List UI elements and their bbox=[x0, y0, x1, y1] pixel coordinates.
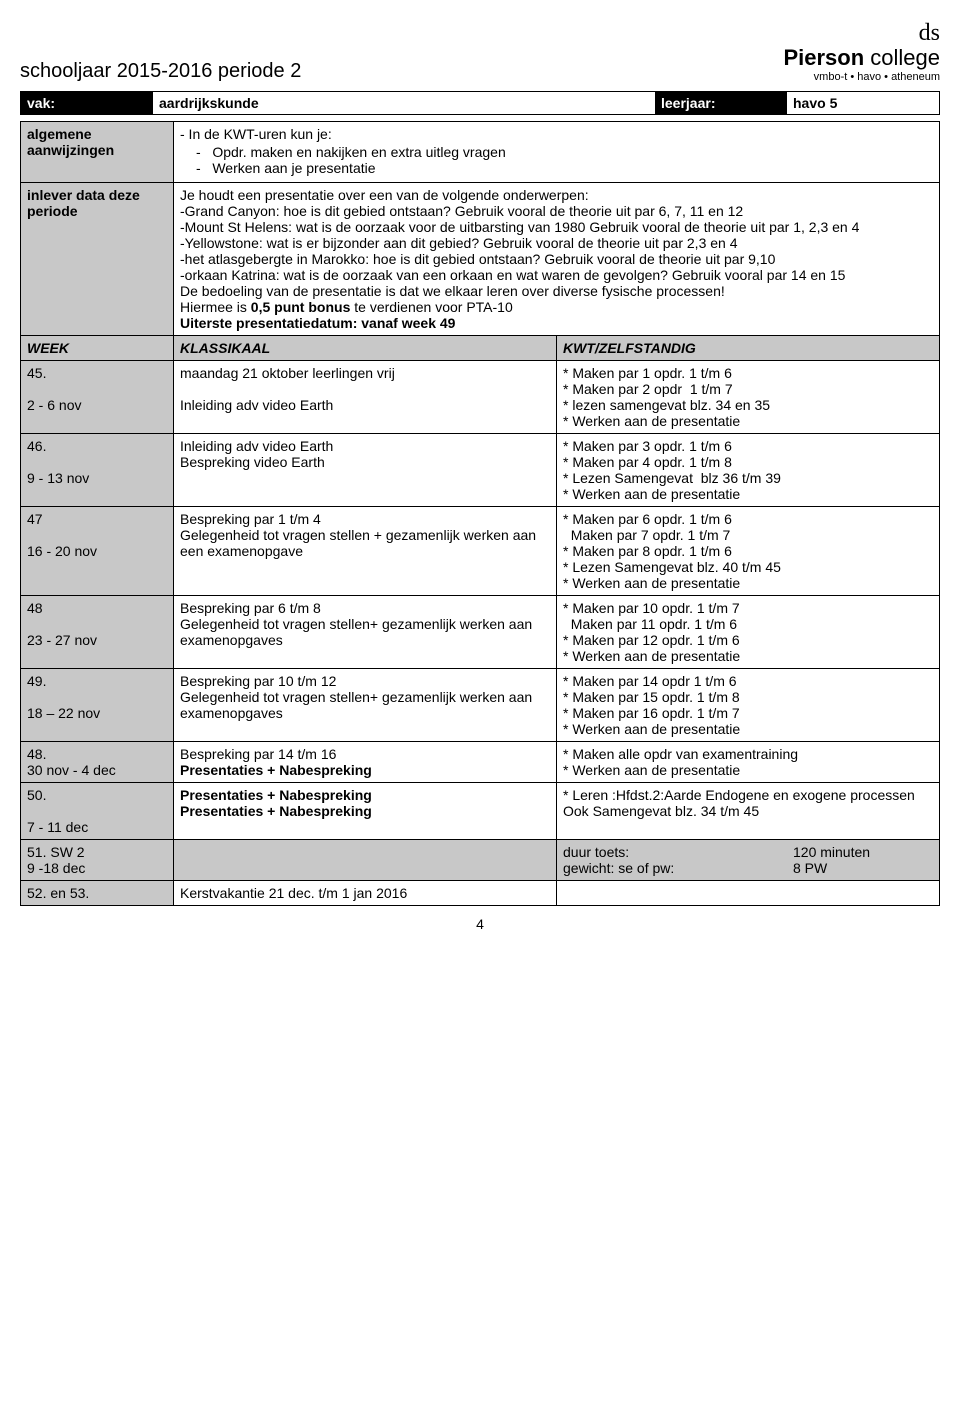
last-row: 52. en 53. Kerstvakantie 21 dec. t/m 1 j… bbox=[21, 880, 940, 905]
toets-labels: duur toets: gewicht: se of pw: bbox=[563, 844, 793, 876]
week-cell: 48. 30 nov - 4 dec bbox=[21, 741, 174, 782]
col-week: WEEK bbox=[21, 335, 174, 360]
inlever-deadline: Uiterste presentatiedatum: vanaf week 49 bbox=[180, 315, 933, 331]
week-row: 47 16 - 20 nov Bespreking par 1 t/m 4 Ge… bbox=[21, 506, 940, 595]
kwt-cell: * Maken par 14 opdr 1 t/m 6 * Maken par … bbox=[557, 668, 940, 741]
kwt-cell: * Leren :Hfdst.2:Aarde Endogene en exoge… bbox=[557, 782, 940, 839]
week-cell: 52. en 53. bbox=[21, 880, 174, 905]
klass-cell: Kerstvakantie 21 dec. t/m 1 jan 2016 bbox=[174, 880, 557, 905]
klass-cell: Bespreking par 10 t/m 12 Gelegenheid tot… bbox=[174, 668, 557, 741]
column-header-row: WEEK KLASSIKAAL KWT/ZELFSTANDIG bbox=[21, 335, 940, 360]
kwt-cell: * Maken par 1 opdr. 1 t/m 6 * Maken par … bbox=[557, 360, 940, 433]
col-kwt: KWT/ZELFSTANDIG bbox=[557, 335, 940, 360]
klass-cell: maandag 21 oktober leerlingen vrij Inlei… bbox=[174, 360, 557, 433]
week-cell: 49. 18 – 22 nov bbox=[21, 668, 174, 741]
aanwijzingen-label: algemene aanwijzingen bbox=[21, 121, 174, 182]
week-cell: 46. 9 - 13 nov bbox=[21, 433, 174, 506]
klass-cell: Bespreking par 1 t/m 4 Gelegenheid tot v… bbox=[174, 506, 557, 595]
kwt-cell-split: duur toets: gewicht: se of pw: 120 minut… bbox=[557, 839, 940, 880]
klass-cell: Bespreking par 6 t/m 8 Gelegenheid tot v… bbox=[174, 595, 557, 668]
klass-cell-empty bbox=[174, 839, 557, 880]
kwt-cell-empty bbox=[557, 880, 940, 905]
vak-value: aardrijkskunde bbox=[153, 92, 655, 114]
week-row: 50. 7 - 11 dec Presentaties + Nabespreki… bbox=[21, 782, 940, 839]
logo-bold: Pierson bbox=[783, 45, 864, 70]
week-cell: 50. 7 - 11 dec bbox=[21, 782, 174, 839]
klass-line: Bespreking par 14 t/m 16 bbox=[180, 746, 550, 762]
leerjaar-value: havo 5 bbox=[787, 92, 939, 114]
leerjaar-label: leerjaar: bbox=[655, 92, 787, 114]
klass-cell: Presentaties + Nabespreking Presentaties… bbox=[174, 782, 557, 839]
aanwijzingen-content: - In de KWT-uren kun je: - Opdr. maken e… bbox=[174, 121, 940, 182]
toets-values: 120 minuten 8 PW bbox=[793, 844, 933, 876]
inlever-row: inlever data deze periode Je houdt een p… bbox=[21, 182, 940, 335]
logo-top: ds bbox=[783, 20, 940, 46]
aanw-item: - Opdr. maken en nakijken en extra uitle… bbox=[196, 144, 933, 160]
aanwijzingen-row: algemene aanwijzingen - In de KWT-uren k… bbox=[21, 121, 940, 182]
logo-rest: college bbox=[870, 45, 940, 70]
logo-main: Pierson college bbox=[783, 46, 940, 70]
page-number: 4 bbox=[20, 916, 940, 932]
week-cell: 51. SW 2 9 -18 dec bbox=[21, 839, 174, 880]
logo-sub: vmbo-t • havo • atheneum bbox=[783, 71, 940, 83]
week-row: 46. 9 - 13 nov Inleiding adv video Earth… bbox=[21, 433, 940, 506]
klass-cell: Inleiding adv video Earth Bespreking vid… bbox=[174, 433, 557, 506]
aanw-intro: - In de KWT-uren kun je: bbox=[180, 126, 933, 142]
inlever-content: Je houdt een presentatie over een van de… bbox=[174, 182, 940, 335]
inlever-text: Je houdt een presentatie over een van de… bbox=[180, 187, 933, 299]
main-table: algemene aanwijzingen - In de KWT-uren k… bbox=[20, 121, 940, 906]
subject-bar: vak: aardrijkskunde leerjaar: havo 5 bbox=[20, 91, 940, 115]
kwt-cell: * Maken par 6 opdr. 1 t/m 6 Maken par 7 … bbox=[557, 506, 940, 595]
aanw-item: - Werken aan je presentatie bbox=[196, 160, 933, 176]
col-klassikaal: KLASSIKAAL bbox=[174, 335, 557, 360]
week-cell: 48 23 - 27 nov bbox=[21, 595, 174, 668]
school-logo: ds Pierson college vmbo-t • havo • athen… bbox=[783, 20, 940, 83]
sw-row: 51. SW 2 9 -18 dec duur toets: gewicht: … bbox=[21, 839, 940, 880]
header-title: schooljaar 2015-2016 periode 2 bbox=[20, 60, 301, 83]
page-header: schooljaar 2015-2016 periode 2 ds Pierso… bbox=[20, 20, 940, 83]
inlever-bonus: Hiermee is 0,5 punt bonus te verdienen v… bbox=[180, 299, 933, 315]
week-row: 49. 18 – 22 nov Bespreking par 10 t/m 12… bbox=[21, 668, 940, 741]
inlever-label: inlever data deze periode bbox=[21, 182, 174, 335]
week-row: 48 23 - 27 nov Bespreking par 6 t/m 8 Ge… bbox=[21, 595, 940, 668]
vak-label: vak: bbox=[21, 92, 153, 114]
klass-line-bold: Presentaties + Nabespreking bbox=[180, 762, 550, 778]
week-cell: 45. 2 - 6 nov bbox=[21, 360, 174, 433]
week-row: 48. 30 nov - 4 dec Bespreking par 14 t/m… bbox=[21, 741, 940, 782]
kwt-cell: * Maken par 10 opdr. 1 t/m 7 Maken par 1… bbox=[557, 595, 940, 668]
week-row: 45. 2 - 6 nov maandag 21 oktober leerlin… bbox=[21, 360, 940, 433]
aanw-list: - Opdr. maken en nakijken en extra uitle… bbox=[180, 144, 933, 176]
week-cell: 47 16 - 20 nov bbox=[21, 506, 174, 595]
klass-cell: Bespreking par 14 t/m 16 Presentaties + … bbox=[174, 741, 557, 782]
kwt-cell: * Maken par 3 opdr. 1 t/m 6 * Maken par … bbox=[557, 433, 940, 506]
kwt-cell: * Maken alle opdr van examentraining * W… bbox=[557, 741, 940, 782]
